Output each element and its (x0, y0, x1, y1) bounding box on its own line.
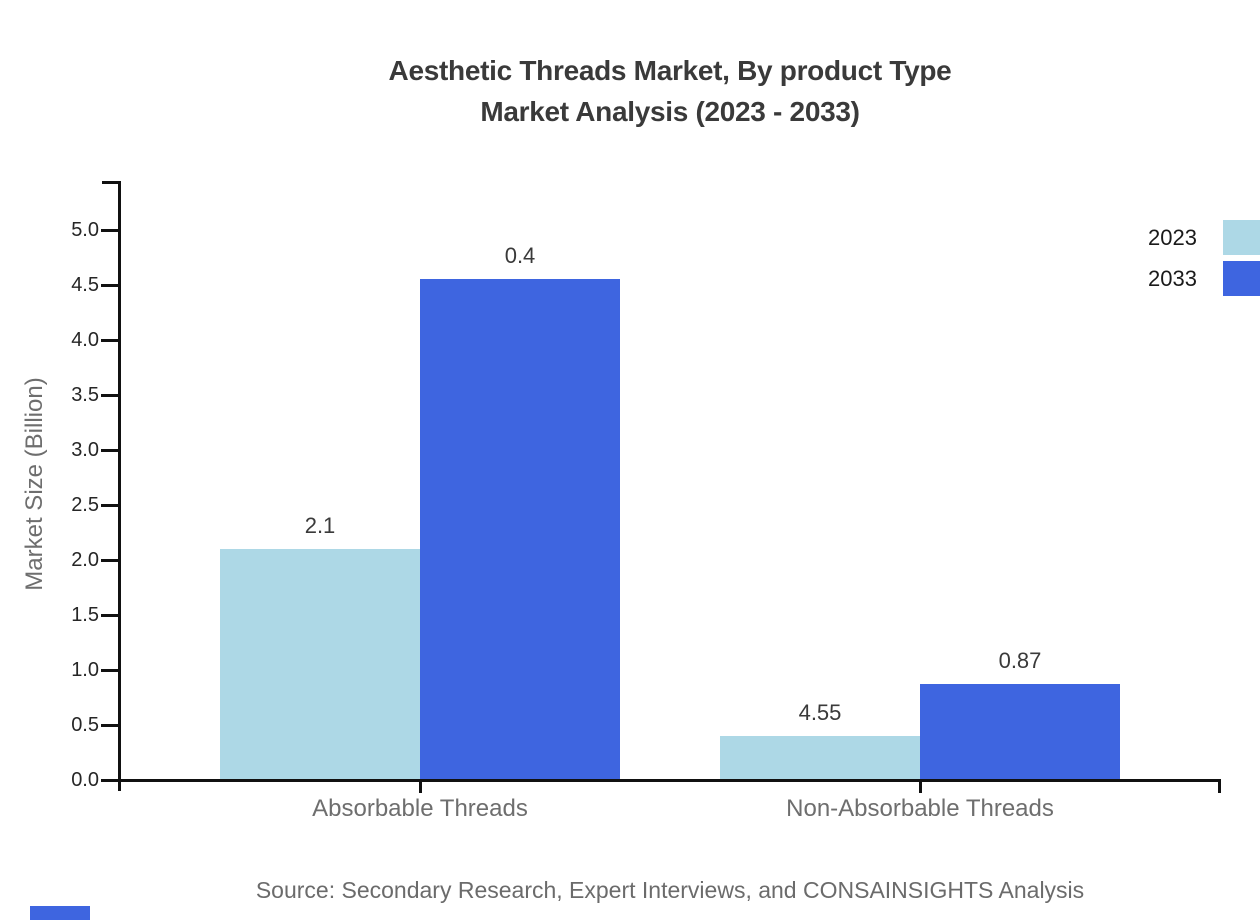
y-tick (101, 283, 118, 287)
bar-value-label: 2.1 (304, 513, 336, 538)
y-tick-label: 3.0 (71, 439, 99, 461)
bar-2033-1 (920, 684, 1120, 779)
bar-value-label: 0.87 (998, 648, 1042, 673)
legend-label-2023: 2023 (1148, 225, 1197, 250)
x-tick (918, 781, 922, 793)
y-tick (101, 668, 118, 672)
y-tick-label: 3.5 (71, 384, 99, 406)
y-tick (101, 393, 118, 397)
y-tick-label: 2.5 (71, 494, 99, 516)
y-tick (101, 503, 118, 507)
category-label: Absorbable Threads (312, 795, 528, 822)
x-axis-line (110, 778, 1221, 782)
chart-title: Aesthetic Threads Market, By product Typ… (90, 50, 1250, 132)
x-tick (1218, 781, 1221, 793)
bar-value-label: 0.4 (504, 243, 536, 268)
y-tick-label: 4.0 (71, 329, 99, 351)
y-axis-end-tick (102, 181, 119, 184)
legend-swatch-2023 (1223, 220, 1260, 255)
y-tick (101, 778, 118, 782)
y-tick (101, 448, 118, 452)
y-axis-line (117, 181, 121, 791)
y-tick (101, 723, 118, 727)
category-label: Non-Absorbable Threads (786, 795, 1054, 822)
y-tick-label: 0.5 (71, 714, 99, 736)
bar-value-label: 4.55 (798, 700, 842, 725)
y-tick-label: 2.0 (71, 549, 99, 571)
source-text: Source: Secondary Research, Expert Inter… (255, 877, 1085, 903)
chart-title-line1: Aesthetic Threads Market, By product Typ… (388, 55, 952, 86)
chart-title-line2: Market Analysis (2023 - 2033) (480, 96, 860, 127)
x-tick (418, 781, 422, 793)
y-tick-label: 1.0 (71, 659, 99, 681)
bar-2023-0 (220, 549, 420, 779)
y-tick (101, 613, 118, 617)
brand-mark (30, 906, 90, 920)
legend-swatch-2033 (1223, 261, 1260, 296)
bar-2023-1 (720, 736, 920, 779)
y-tick-label: 0.0 (71, 769, 99, 791)
y-tick-label: 4.5 (71, 274, 99, 296)
bar-2033-0 (420, 279, 620, 779)
y-tick (101, 228, 118, 232)
y-tick (101, 558, 118, 562)
legend-label-2033: 2033 (1148, 266, 1197, 291)
y-tick-label: 1.5 (71, 604, 99, 626)
y-tick-label: 5.0 (71, 219, 99, 241)
y-tick (101, 338, 118, 342)
